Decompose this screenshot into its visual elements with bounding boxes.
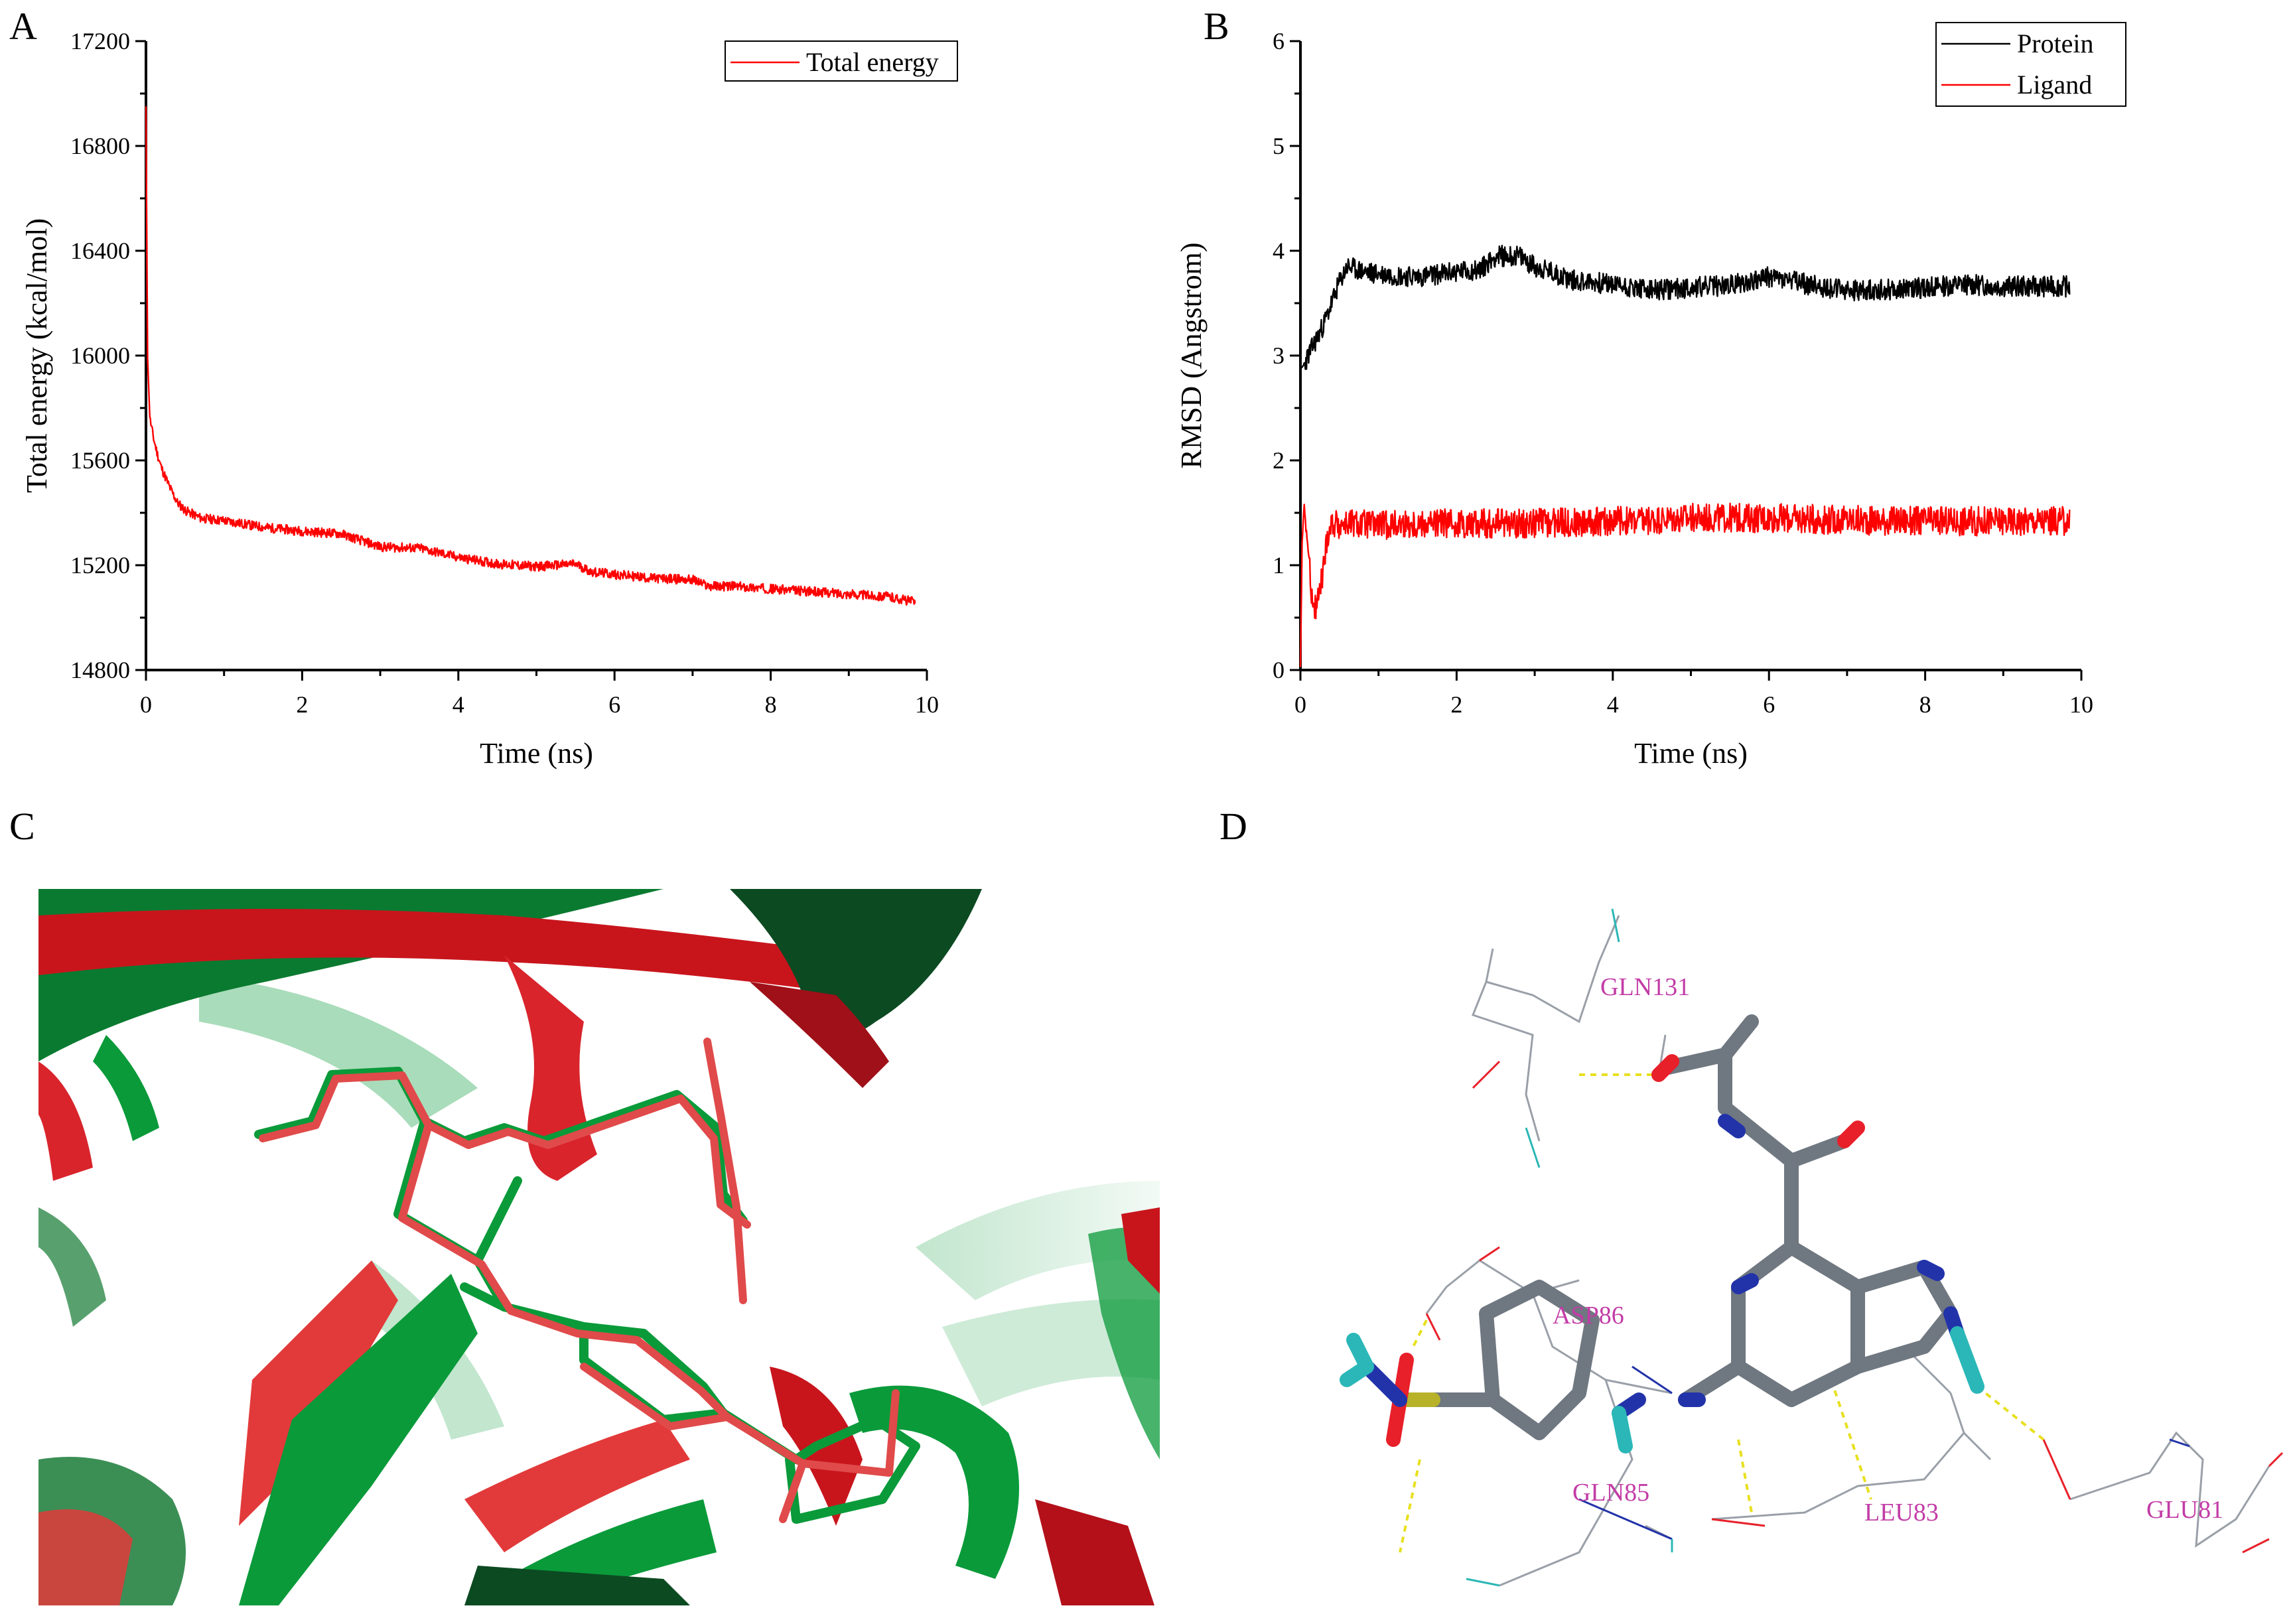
- y-tick-label: 0: [1273, 657, 1285, 683]
- x-tick-label: 0: [140, 691, 152, 718]
- legend-label: Protein: [2017, 29, 2094, 58]
- ribbon: [38, 1509, 133, 1605]
- ligand-sticks: [1426, 1014, 1958, 1440]
- panel-d-letter: D: [1219, 805, 1247, 848]
- ribbon: [38, 909, 863, 995]
- residue-label-gln131: GLN131: [1600, 973, 1690, 1001]
- panel-c-letter: C: [9, 805, 35, 848]
- x-tick-label: 8: [1919, 691, 1931, 718]
- legend-box: [1935, 22, 2126, 107]
- ribbon: [916, 1181, 1160, 1300]
- y-tick-label: 15200: [70, 552, 130, 578]
- ribbon: [239, 1260, 398, 1526]
- series-line-ligand: [1299, 502, 2071, 667]
- residue-label-gln85: GLN85: [1572, 1479, 1649, 1507]
- legend-label: Total energy: [806, 47, 939, 77]
- ribbon: [38, 1207, 106, 1327]
- ribbon: [239, 1274, 478, 1605]
- y-tick-label: 4: [1273, 237, 1285, 264]
- x-tick-label: 4: [452, 691, 464, 718]
- x-tick-label: 2: [296, 691, 308, 718]
- y-tick-label: 17200: [70, 28, 130, 54]
- y-tick-label: 15600: [70, 447, 130, 474]
- residue-label-glu81: GLU81: [2146, 1496, 2223, 1524]
- residue-label-asp86: ASP86: [1553, 1302, 1624, 1329]
- y-axis-label: Total energy (kcal/mol): [21, 218, 53, 493]
- x-tick-label: 2: [1450, 691, 1462, 718]
- ligand-red: [259, 1038, 900, 1523]
- x-tick-label: 10: [915, 691, 939, 718]
- y-tick-label: 16400: [70, 237, 130, 264]
- x-tick-label: 10: [2069, 691, 2093, 718]
- panel-d-interaction-diagram: GLN131 ASP86 GLN85 LEU83 GLU81: [1340, 908, 2284, 1587]
- ribbon: [1035, 1499, 1154, 1605]
- y-tick-label: 1: [1273, 552, 1285, 578]
- x-tick-label: 0: [1294, 691, 1306, 718]
- y-tick-label: 5: [1273, 133, 1285, 159]
- x-tick-label: 6: [1763, 691, 1775, 718]
- y-axis-label: RMSD (Angstrom): [1175, 242, 1208, 468]
- series-line-protein: [1299, 244, 2071, 373]
- y-tick-label: 3: [1273, 342, 1285, 369]
- panel-c-structure-overlay: [38, 889, 1160, 1605]
- ribbon: [504, 955, 597, 1181]
- residue-label-leu83: LEU83: [1864, 1499, 1939, 1526]
- y-tick-label: 16000: [70, 342, 130, 369]
- ribbon: [1121, 1207, 1160, 1294]
- hydrogen-bonds: [1399, 1073, 2045, 1553]
- x-tick-label: 4: [1607, 691, 1619, 718]
- y-tick-label: 14800: [70, 657, 130, 683]
- x-tick-label: 8: [765, 691, 777, 718]
- ribbon: [849, 1385, 1019, 1579]
- legend-label: Ligand: [2017, 70, 2092, 100]
- ribbon: [750, 982, 889, 1088]
- y-tick-label: 2: [1273, 447, 1285, 474]
- ribbon: [1088, 1227, 1160, 1459]
- heteroatom-sticks: [1340, 1054, 1984, 1454]
- chart-b: 0 2 4 6 8 10 0 1 2 3 4 5 6 Time (ns) RMSD (Angstrom) Pr…: [1175, 22, 2126, 770]
- x-tick-label: 6: [608, 691, 620, 718]
- ribbon: [38, 1061, 93, 1181]
- residue-wires: [1425, 915, 2270, 1587]
- residue-labels: GLN131 ASP86 GLN85 LEU83 GLU81: [1553, 973, 2223, 1526]
- ribbon: [464, 1420, 690, 1552]
- panel-a-letter: A: [9, 5, 37, 48]
- series-line-total-energy: [145, 106, 916, 606]
- panel-b-letter: B: [1204, 5, 1229, 48]
- x-axis-label: Time (ns): [1634, 737, 1748, 770]
- ribbon: [93, 1035, 159, 1141]
- y-tick-label: 16800: [70, 133, 130, 159]
- chart-a: 0 2 4 6 8 10 14800 15200 15600 16000 16400 16800 172…: [21, 28, 958, 770]
- y-tick-label: 6: [1273, 28, 1285, 54]
- ribbon: [730, 889, 982, 1037]
- residue-colored-wires: [1425, 908, 2284, 1587]
- x-axis-label: Time (ns): [480, 737, 593, 770]
- ribbon: [464, 1566, 690, 1605]
- legend-box: [725, 40, 958, 82]
